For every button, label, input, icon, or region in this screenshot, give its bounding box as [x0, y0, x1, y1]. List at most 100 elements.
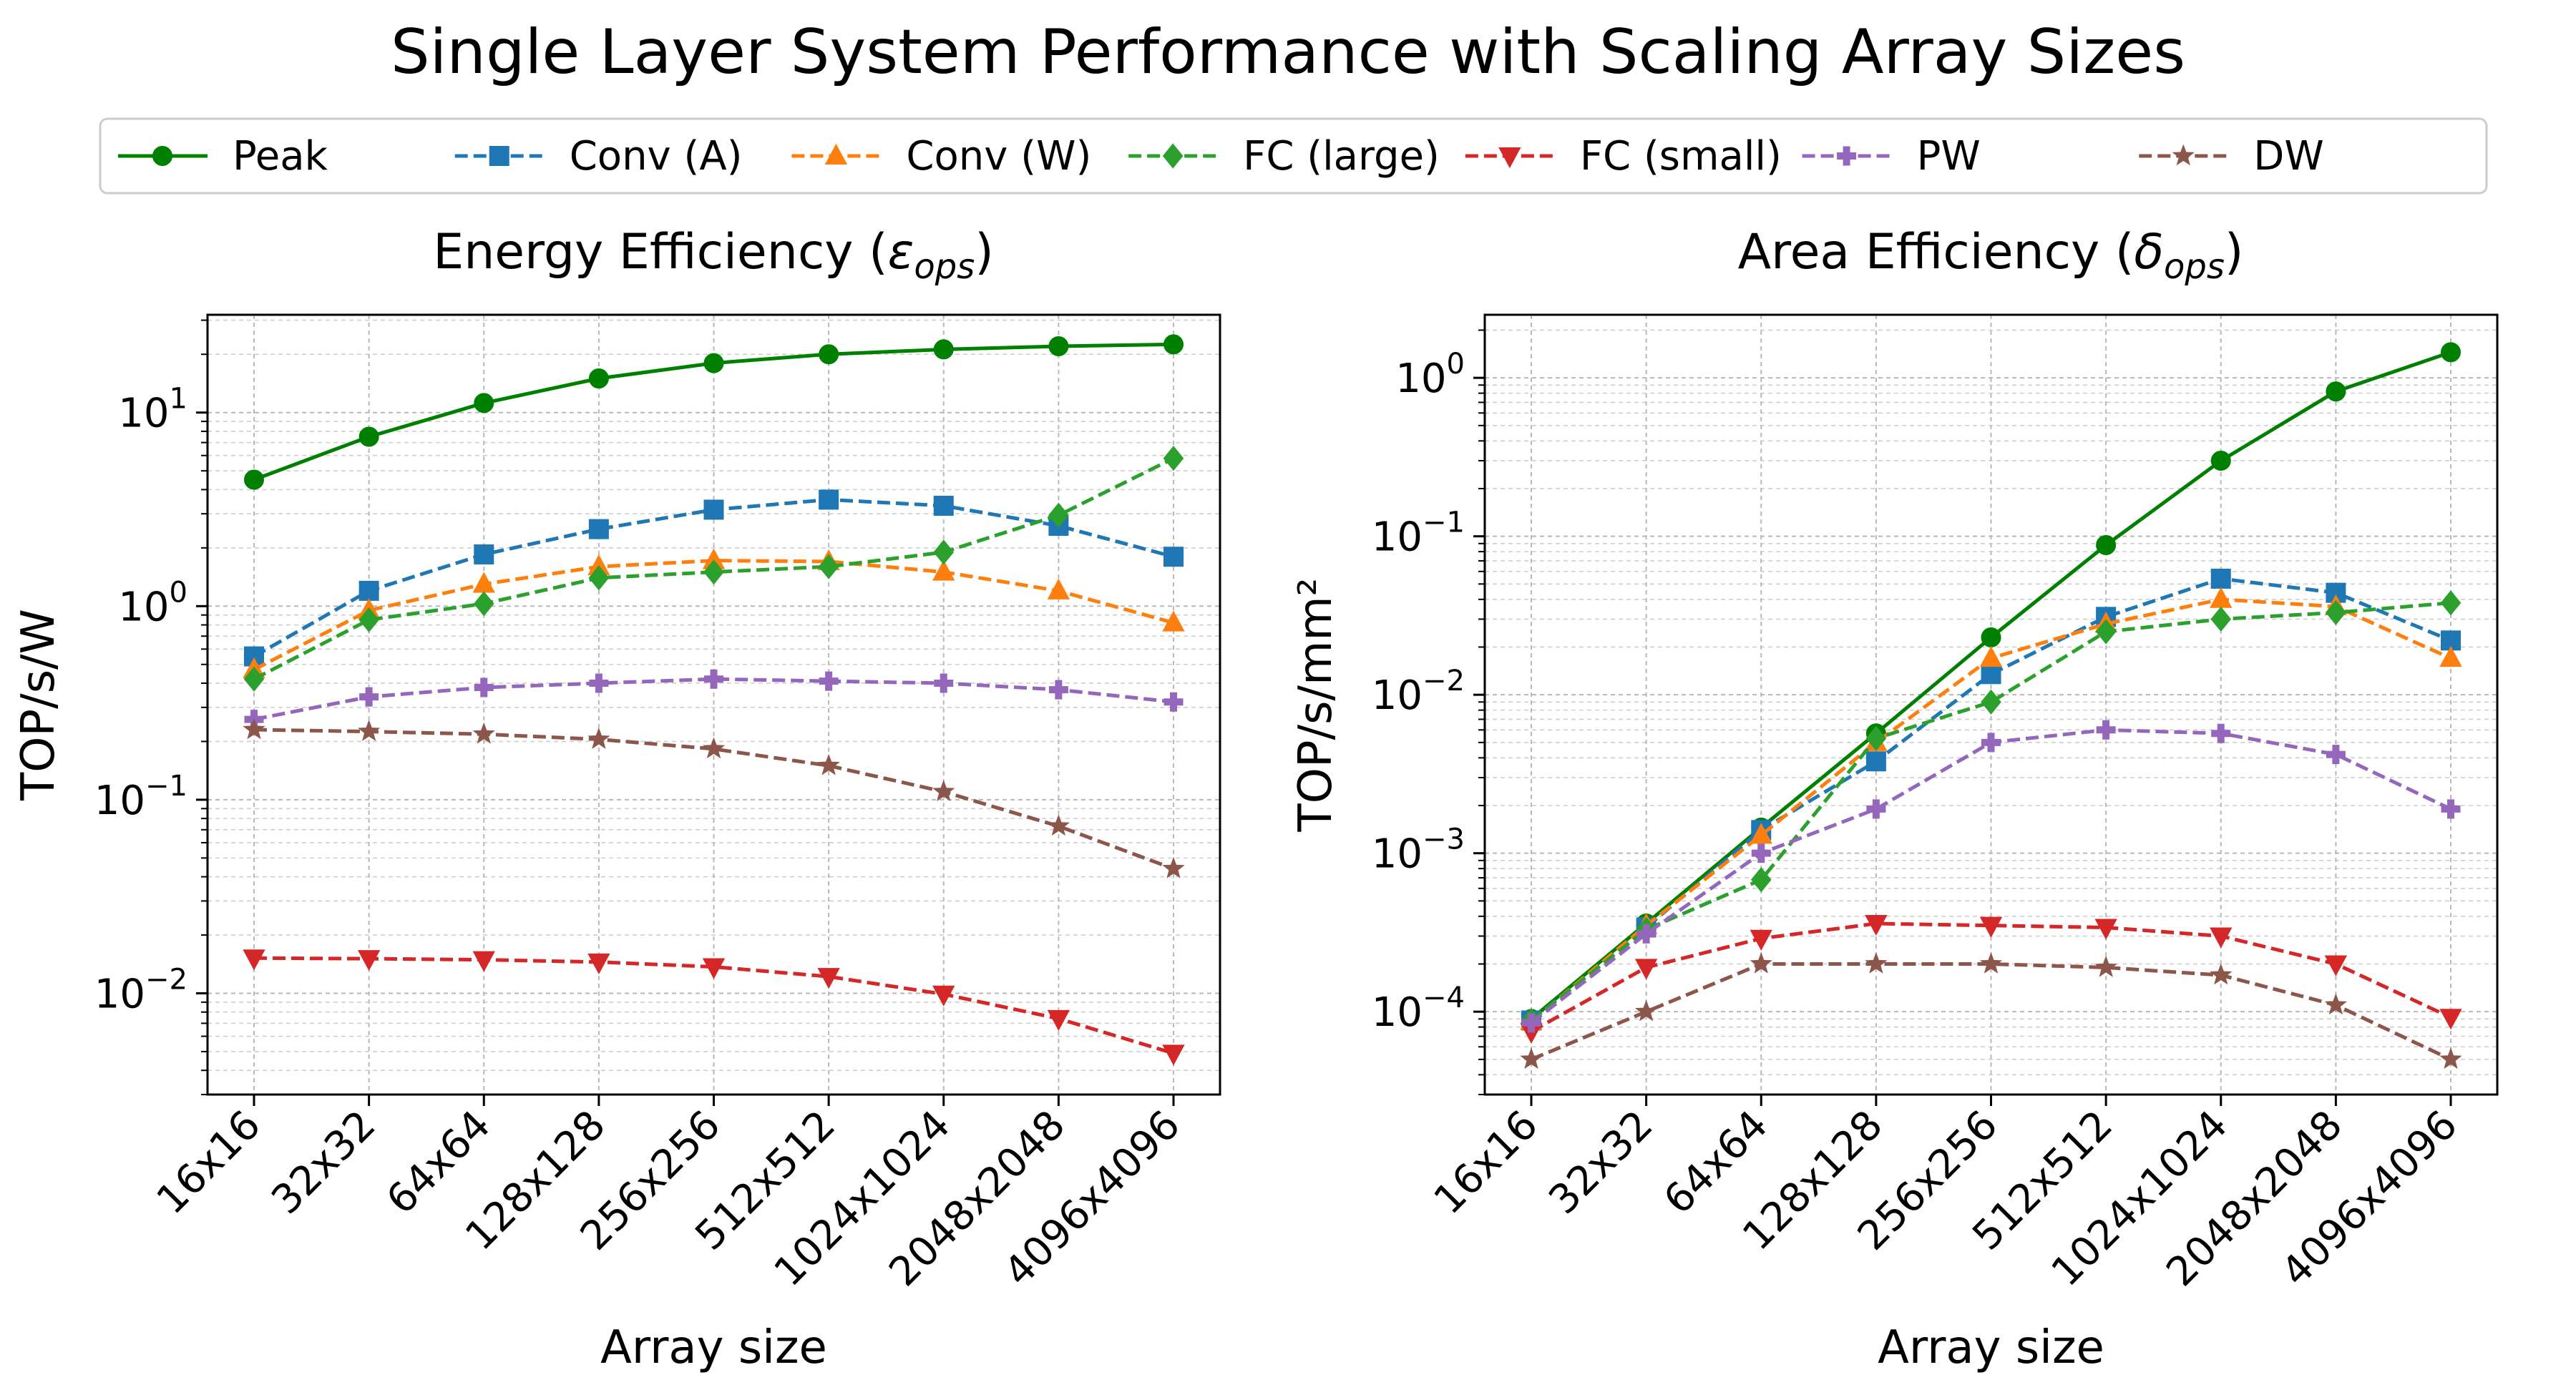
- data-point-fc_large: [1048, 502, 1069, 528]
- data-point-conv_a: [933, 495, 954, 516]
- data-point-dw: [1047, 814, 1070, 836]
- data-point-fc_small: [1162, 1044, 1185, 1066]
- legend-label: Conv (W): [906, 133, 1091, 180]
- data-point-dw: [2210, 963, 2233, 985]
- data-point-fc_large: [703, 559, 724, 585]
- data-point-pw: [1521, 1013, 1541, 1033]
- y-tick-label: 101: [118, 383, 187, 437]
- data-point-conv_a: [588, 519, 609, 539]
- chart-title-text: Energy Efficiency (: [433, 224, 887, 280]
- data-point-pw: [474, 677, 494, 698]
- data-point-conv_a: [1163, 547, 1184, 567]
- data-point-conv_a: [703, 499, 724, 520]
- legend-marker: [1837, 146, 1857, 166]
- data-point-peak: [358, 426, 379, 447]
- y-tick-exponent: 0: [170, 576, 187, 609]
- data-point-dw: [587, 728, 610, 749]
- legend-marker: [152, 146, 172, 166]
- series-group: [243, 334, 1185, 1066]
- data-point-pw: [359, 687, 379, 707]
- chart-title: Energy Efficiency (εops): [433, 224, 994, 287]
- data-point-fc_large: [1865, 725, 1887, 751]
- data-point-fc_small: [243, 949, 265, 971]
- data-point-fc_large: [243, 666, 265, 692]
- data-point-peak: [2441, 342, 2461, 363]
- data-point-pw: [2326, 745, 2346, 765]
- data-point-fc_large: [2210, 606, 2232, 632]
- x-axis-label: Array size: [1878, 1321, 2104, 1374]
- data-point-conv_a: [1865, 751, 1886, 772]
- y-tick-exponent: −1: [1423, 506, 1465, 539]
- data-point-pw: [1636, 924, 1657, 944]
- data-point-peak: [244, 469, 264, 490]
- data-point-fc_small: [932, 985, 955, 1007]
- series-fc_large: [243, 446, 1184, 692]
- chart-title-text: Area Efficiency (: [1738, 224, 2135, 280]
- y-tick-base: 10: [94, 778, 145, 824]
- data-point-conv_w: [2439, 646, 2462, 667]
- data-point-fc_small: [587, 953, 610, 974]
- y-tick-label: 10−1: [94, 770, 187, 824]
- data-point-dw: [1520, 1047, 1543, 1070]
- series-line-fc_small: [1530, 921, 2452, 1034]
- data-point-dw: [932, 780, 955, 801]
- legend-entry-fc_small: FC (small): [1465, 133, 1782, 180]
- data-point-peak: [588, 368, 609, 389]
- data-point-dw: [472, 722, 495, 744]
- legend-label: DW: [2253, 133, 2324, 180]
- chart-title-subscript: ops: [914, 247, 975, 287]
- data-point-pw: [704, 669, 723, 689]
- y-tick-exponent: −4: [1423, 982, 1465, 1014]
- chart-title: Area Efficiency (δops): [1738, 224, 2244, 287]
- data-point-conv_a: [358, 580, 379, 601]
- series-dw: [1520, 952, 2462, 1070]
- y-tick-base: 10: [1395, 356, 1446, 402]
- series-line-dw: [1531, 962, 2452, 1062]
- data-point-fc_large: [1981, 689, 2001, 715]
- legend-label: PW: [1917, 133, 1981, 180]
- data-point-conv_a: [474, 544, 494, 565]
- data-point-peak: [2210, 450, 2231, 471]
- data-point-dw: [1635, 999, 1658, 1022]
- y-tick-base: 10: [94, 971, 145, 1018]
- legend-marker: [489, 146, 509, 166]
- chart-title-close: ): [2225, 224, 2244, 280]
- y-tick-label: 100: [118, 576, 187, 630]
- data-point-dw: [702, 737, 726, 759]
- y-tick-base: 10: [1372, 672, 1423, 719]
- data-point-fc_small: [817, 968, 840, 989]
- data-point-conv_a: [819, 489, 839, 510]
- series-dw: [243, 718, 1185, 878]
- series-line-dw: [253, 728, 1174, 871]
- series-fc_small: [1520, 914, 2462, 1044]
- data-point-peak: [2096, 534, 2117, 555]
- data-point-peak: [1048, 336, 1069, 357]
- legend-entry-conv_a: Conv (A): [454, 133, 743, 180]
- y-tick-base: 10: [118, 391, 169, 437]
- chart-title-symbol: δ: [2134, 224, 2164, 280]
- data-point-conv_a: [2210, 568, 2231, 589]
- data-point-dw: [2324, 993, 2347, 1015]
- data-point-pw: [1866, 799, 1886, 819]
- legend-label: Peak: [233, 133, 328, 180]
- data-point-fc_small: [472, 951, 495, 972]
- legend-label: FC (large): [1243, 133, 1440, 180]
- legend-entry-peak: Peak: [118, 133, 328, 180]
- data-point-pw: [1981, 733, 2001, 753]
- data-point-fc_small: [357, 950, 381, 971]
- chart-title-symbol: ε: [888, 224, 914, 280]
- data-point-dw: [2094, 956, 2117, 977]
- y-tick-base: 10: [118, 584, 169, 630]
- data-point-fc_small: [1979, 916, 2003, 938]
- y-tick-label: 10−3: [1372, 823, 1465, 878]
- y-tick-label: 10−1: [1372, 506, 1465, 561]
- data-point-dw: [1979, 952, 2003, 974]
- data-point-pw: [819, 671, 839, 691]
- chart-title-subscript: ops: [2164, 247, 2225, 287]
- legend-marker: [2172, 144, 2195, 166]
- series-line-conv_w: [253, 559, 1174, 672]
- data-point-pw: [2441, 799, 2461, 819]
- y-axis-label: TOP/s/mm²: [1289, 578, 1342, 833]
- legend-label: FC (small): [1580, 133, 1782, 180]
- y-tick-exponent: −2: [145, 964, 187, 997]
